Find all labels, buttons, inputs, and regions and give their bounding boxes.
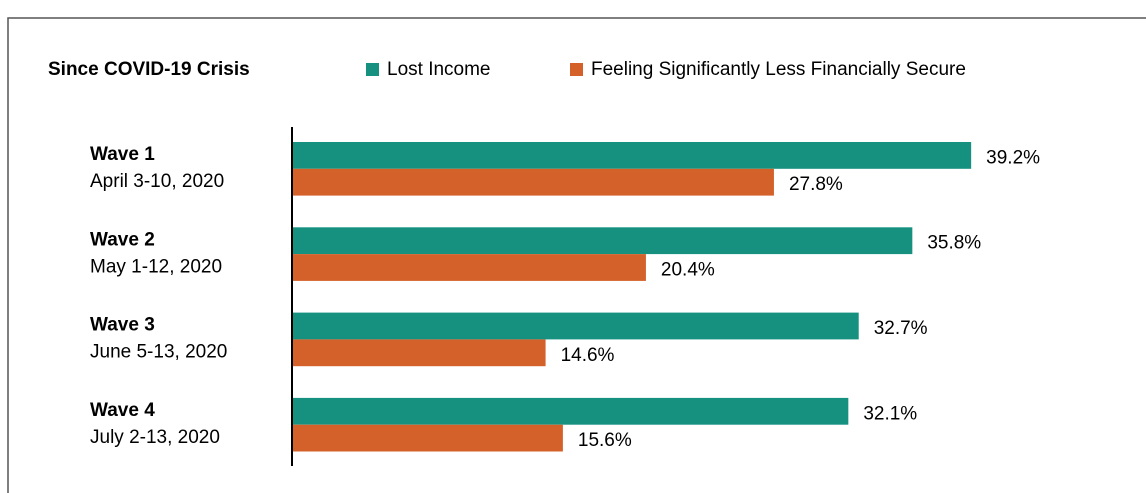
bar [293,339,546,367]
frame [7,17,1146,493]
category-label: Wave 1 [90,144,155,165]
bar [293,397,849,425]
value-label: 39.2% [986,147,1040,168]
category-label: Wave 3 [90,315,155,336]
legend-swatch [366,63,379,76]
bar [293,424,563,452]
bar [293,168,774,196]
value-label: 32.7% [874,318,928,339]
value-label: 35.8% [927,233,981,254]
value-label: 14.6% [561,345,615,366]
value-label: 27.8% [789,174,843,195]
value-label: 15.6% [578,430,632,451]
category-label: Wave 2 [90,229,155,250]
value-label: 32.1% [863,403,917,424]
legend-title: Since COVID-19 Crisis [48,59,250,80]
bar [293,227,913,255]
legend-label: Feeling Significantly Less Financially S… [591,59,966,80]
category-date: June 5-13, 2020 [90,342,227,363]
category-date: April 3-10, 2020 [90,171,224,192]
legend-swatch [570,63,583,76]
bar [293,254,646,281]
legend-label: Lost Income [387,59,491,80]
bar [293,142,972,169]
bar [293,312,859,340]
category-date: May 1-12, 2020 [90,256,222,277]
category-label: Wave 4 [90,400,155,421]
category-date: July 2-13, 2020 [90,427,220,448]
value-label: 20.4% [661,260,715,281]
